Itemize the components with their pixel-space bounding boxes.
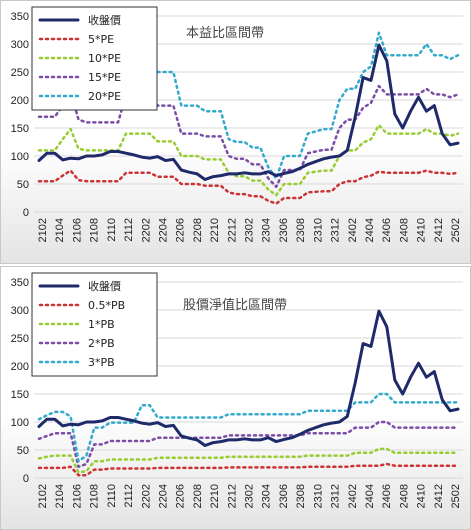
x-tick-label: 2406 (381, 218, 393, 242)
series-line-4 (37, 392, 460, 463)
x-tick-label: 2404 (364, 218, 376, 242)
legend-label: 收盤價 (88, 13, 121, 27)
y-tick-label: 200 (11, 361, 29, 373)
x-tick-label: 2210 (209, 484, 221, 508)
x-tick-label: 2104 (54, 218, 66, 242)
x-tick-label: 2502 (450, 484, 462, 508)
legend-label: 5*PE (88, 33, 114, 46)
x-tick-label: 2106 (71, 218, 83, 242)
x-tick-label: 2502 (450, 218, 462, 242)
x-tick-label: 2302 (244, 218, 256, 242)
x-tick-label: 2408 (398, 484, 410, 508)
x-tick-label: 2406 (381, 484, 393, 508)
y-tick-label: 350 (11, 11, 29, 23)
x-tick-label: 2204 (157, 484, 169, 508)
legend-label: 0.5*PB (88, 299, 125, 312)
x-tick-label: 2308 (295, 484, 307, 508)
y-tick-label: 300 (11, 305, 29, 317)
x-tick-label: 2306 (278, 218, 290, 242)
x-tick-label: 2202 (140, 218, 152, 242)
x-tick-label: 2304 (261, 218, 273, 242)
x-tick-label: 2110 (106, 484, 118, 508)
legend-label: 15*PE (88, 71, 121, 84)
x-tick-label: 2308 (295, 218, 307, 242)
series-line-3 (37, 420, 460, 469)
x-tick-label: 2102 (37, 484, 49, 508)
x-tick-label: 2210 (209, 218, 221, 242)
y-tick-label: 50 (17, 445, 29, 457)
x-tick-label: 2112 (123, 484, 135, 508)
series-line-3 (37, 84, 460, 189)
pb-band-chart: 0 50 100 150 200 250 300 350 2102 2104 2106 2108 211… (0, 266, 471, 530)
y-tick-label: 100 (11, 151, 29, 163)
legend-label: 2*PB (88, 337, 115, 350)
x-tick-label: 2410 (416, 218, 428, 242)
x-tick-label: 2202 (140, 484, 152, 508)
x-tick-label: 2404 (364, 484, 376, 508)
y-tick-label: 100 (11, 417, 29, 429)
x-tick-label: 2402 (347, 218, 359, 242)
x-tick-label: 2208 (192, 484, 204, 508)
pb-band-plot: 0 50 100 150 200 250 300 350 2102 2104 2106 2108 211… (11, 272, 463, 508)
chart-title: 本益比區間帶 (186, 26, 264, 41)
y-tick-label: 150 (11, 123, 29, 135)
x-tick-label: 2208 (192, 218, 204, 242)
legend-label: 10*PE (88, 52, 121, 65)
x-tick-label: 2204 (157, 218, 169, 242)
x-tick-label: 2312 (330, 218, 342, 242)
x-tick-label: 2412 (433, 218, 445, 242)
y-tick-label: 0 (23, 207, 29, 219)
x-tick-label: 2206 (175, 218, 187, 242)
chart-title: 股價淨值比區間帶 (183, 297, 287, 313)
x-tick-label: 2302 (244, 484, 256, 508)
y-tick-label: 250 (11, 333, 29, 345)
series-line-1 (37, 169, 460, 205)
x-tick-label: 2310 (312, 484, 324, 508)
pe-band-plot: 0 50 100 150 200 250 300 350 2102 2104 2106 2108 211… (11, 6, 463, 242)
x-tick-label: 2212 (226, 484, 238, 508)
x-tick-label: 2408 (398, 218, 410, 242)
x-tick-label: 2206 (175, 484, 187, 508)
series-line-2 (37, 447, 460, 474)
legend-label: 3*PB (88, 356, 115, 369)
x-tick-label: 2306 (278, 484, 290, 508)
y-tick-label: 0 (23, 473, 29, 485)
y-tick-label: 200 (11, 95, 29, 107)
x-tick-label: 2410 (416, 484, 428, 508)
x-tick-label: 2312 (330, 484, 342, 508)
series-line-2 (37, 123, 460, 197)
x-tick-label: 2304 (261, 484, 273, 508)
y-tick-label: 250 (11, 67, 29, 79)
x-tick-label: 2104 (54, 484, 66, 508)
series-line-0 (37, 43, 460, 181)
legend-label: 收盤價 (88, 279, 121, 293)
y-tick-label: 50 (17, 179, 29, 191)
x-tick-label: 2108 (89, 218, 101, 242)
y-tick-label: 150 (11, 389, 29, 401)
x-tick-label: 2112 (123, 218, 135, 242)
x-tick-label: 2310 (312, 218, 324, 242)
x-tick-label: 2106 (71, 484, 83, 508)
x-tick-label: 2108 (89, 484, 101, 508)
y-tick-label: 300 (11, 39, 29, 51)
series-line-0 (37, 309, 460, 447)
y-tick-label: 350 (11, 277, 29, 289)
legend-label: 20*PE (88, 90, 121, 103)
x-tick-label: 2102 (37, 218, 49, 242)
x-tick-label: 2412 (433, 484, 445, 508)
x-tick-label: 2402 (347, 484, 359, 508)
pe-band-chart: 0 50 100 150 200 250 300 350 2102 2104 2106 2108 211… (0, 0, 471, 264)
x-tick-label: 2110 (106, 218, 118, 242)
series-line-1 (37, 462, 460, 477)
legend-label: 1*PB (88, 318, 115, 331)
x-tick-label: 2212 (226, 218, 238, 242)
